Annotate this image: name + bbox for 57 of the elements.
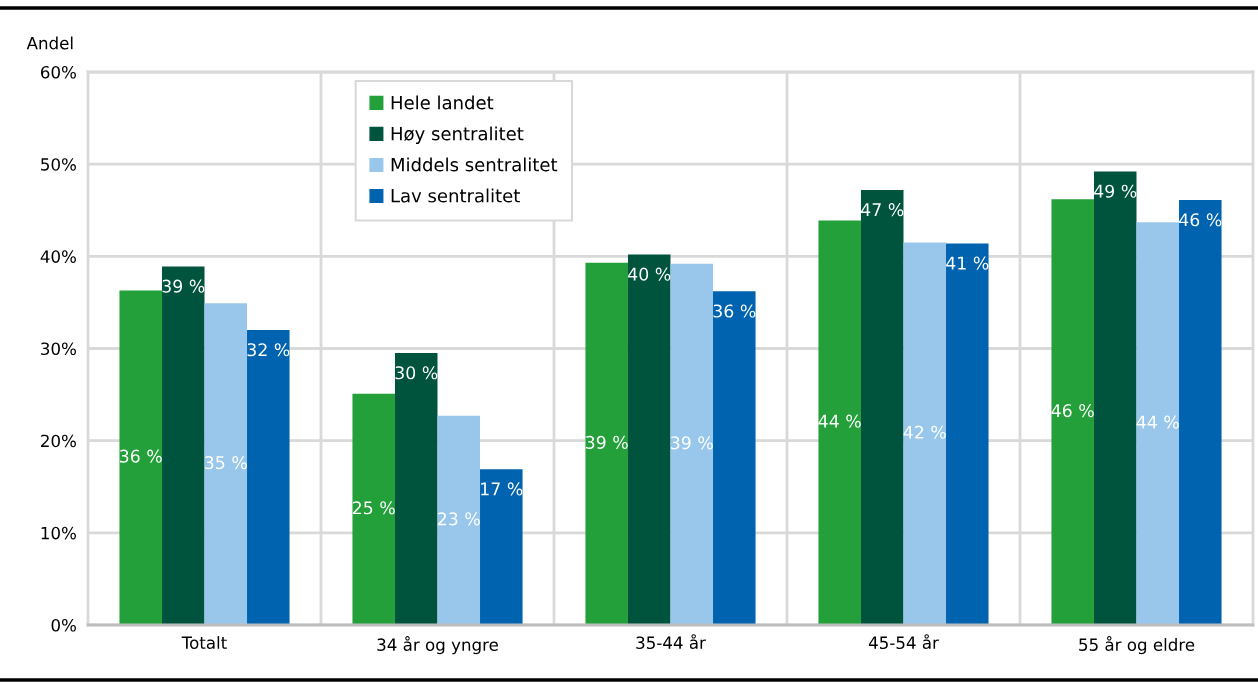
legend-label: Middels sentralitet <box>391 157 558 172</box>
data-label: 44 % <box>818 414 861 428</box>
data-label: 25 % <box>352 501 395 515</box>
data-label: 23 % <box>437 512 480 526</box>
data-label: 39 % <box>671 436 713 450</box>
bar <box>119 290 162 625</box>
data-label: 39 % <box>585 435 628 449</box>
bar <box>946 243 989 625</box>
bar <box>1051 199 1094 625</box>
y-tick-label: 40% <box>40 250 76 263</box>
data-label: 49 % <box>1094 184 1137 198</box>
y-tick-label: 10% <box>41 526 76 540</box>
bar <box>585 262 628 625</box>
data-label: 46 % <box>1179 213 1222 227</box>
data-label: 36 % <box>119 449 162 463</box>
data-label: 41 % <box>946 256 989 270</box>
bar <box>394 353 438 625</box>
x-tick-label: 34 år og yngre <box>377 636 498 655</box>
data-label: 46 % <box>1051 404 1094 418</box>
x-tick-label: 55 år og eldre <box>1079 636 1195 655</box>
y-tick-label: 0% <box>51 618 76 632</box>
bar <box>903 242 947 625</box>
data-label: 36 % <box>713 304 756 318</box>
bar <box>713 291 756 625</box>
data-label: 32 % <box>247 343 290 357</box>
bar <box>670 263 714 625</box>
y-axis-title: Andel <box>26 36 73 50</box>
bar <box>1136 222 1180 625</box>
data-label: 39 % <box>162 279 205 293</box>
bar <box>437 415 481 625</box>
bar <box>627 254 671 625</box>
bar <box>860 189 904 625</box>
bar <box>818 220 861 625</box>
data-label: 35 % <box>205 456 247 470</box>
x-tick-label: 45-54 år <box>868 634 939 650</box>
y-tick-label: 60% <box>41 65 76 79</box>
y-tick-label: 50% <box>41 158 76 171</box>
data-label: 47 % <box>861 203 904 217</box>
y-tick-label: 20% <box>41 434 76 448</box>
x-tick-label: Totalt <box>181 636 227 650</box>
bar <box>161 266 205 625</box>
data-label: 44 % <box>1136 415 1179 429</box>
data-label: 42 % <box>903 425 946 439</box>
bar <box>352 393 395 625</box>
data-label: 30 % <box>395 366 438 380</box>
legend-label: Lav sentralitet <box>391 188 520 203</box>
x-tick-label: 35-44 år <box>636 634 706 650</box>
bar <box>204 303 248 625</box>
legend-label: Høy sentralitet <box>391 126 524 144</box>
bar <box>1179 200 1222 625</box>
legend-label: Hele landet <box>391 95 494 110</box>
y-tick-label: 30% <box>41 342 76 356</box>
data-label: 17 % <box>481 482 523 496</box>
bar <box>480 469 523 625</box>
bar <box>247 330 290 625</box>
bar <box>1093 171 1137 625</box>
data-label: 40 % <box>628 267 671 281</box>
